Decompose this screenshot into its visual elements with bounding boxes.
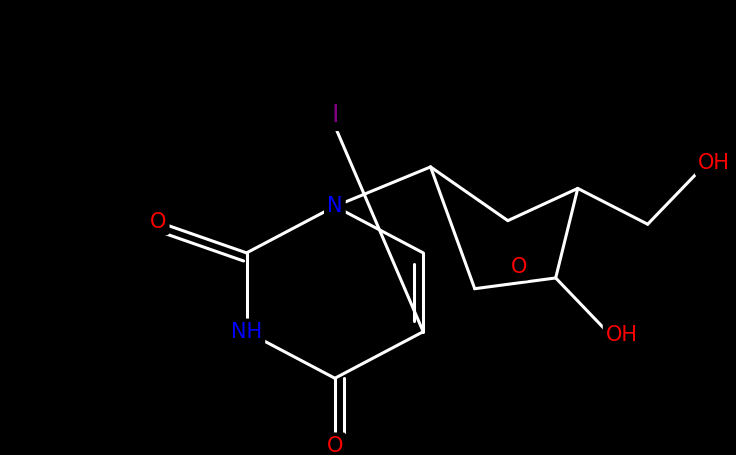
Text: O: O: [327, 435, 343, 455]
Text: OH: OH: [698, 153, 730, 173]
Text: NH: NH: [231, 322, 262, 342]
Text: OH: OH: [606, 325, 638, 345]
Text: O: O: [150, 212, 166, 232]
Text: I: I: [331, 103, 339, 127]
Text: O: O: [511, 257, 527, 277]
Text: N: N: [327, 196, 343, 216]
